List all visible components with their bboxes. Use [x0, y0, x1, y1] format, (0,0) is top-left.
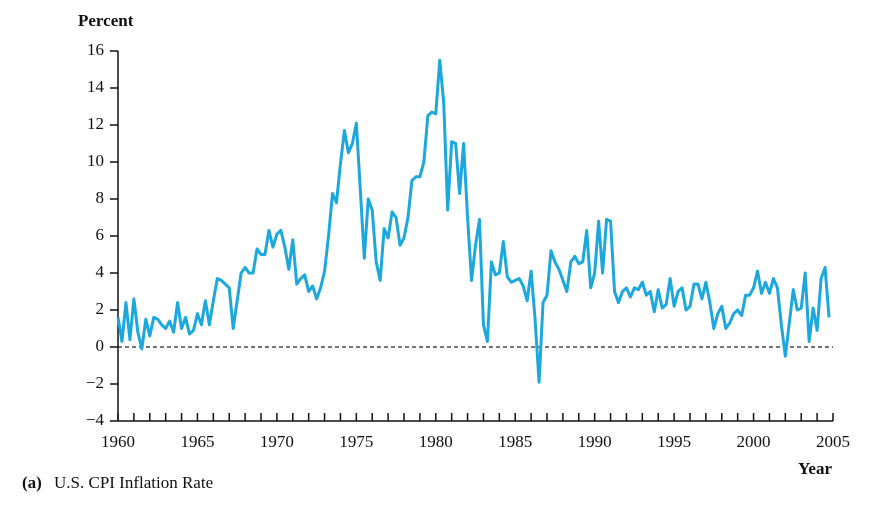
data-line [116, 58, 831, 384]
x-tick-label: 1965 [180, 432, 214, 451]
y-tick-label: 2 [96, 299, 105, 318]
x-tick-label: 1990 [578, 432, 612, 451]
x-axis-label: Year [798, 459, 832, 478]
y-tick-label: 10 [87, 151, 104, 170]
x-tick-label: 1975 [339, 432, 373, 451]
x-tick-label: 1980 [419, 432, 453, 451]
chart-title: U.S. CPI Inflation Rate [54, 473, 213, 492]
y-axis-label: Percent [78, 11, 134, 30]
y-tick-label: −4 [86, 410, 105, 429]
y-tick-label: 8 [96, 188, 105, 207]
x-tick-label: 1970 [260, 432, 294, 451]
x-tick-label: 1985 [498, 432, 532, 451]
panel-label: (a) [22, 473, 42, 492]
y-tick-label: 14 [87, 77, 105, 96]
y-tick-label: 16 [87, 40, 104, 59]
y-tick-label: 12 [87, 114, 104, 133]
y-tick-label: 0 [96, 336, 105, 355]
x-tick-label: 2005 [816, 432, 850, 451]
x-tick-label: 1960 [101, 432, 135, 451]
y-tick-label: 4 [96, 262, 105, 281]
x-tick-label: 1995 [657, 432, 691, 451]
y-tick-label: −2 [86, 373, 104, 392]
x-tick-label: 2000 [737, 432, 771, 451]
y-tick-label: 6 [96, 225, 105, 244]
